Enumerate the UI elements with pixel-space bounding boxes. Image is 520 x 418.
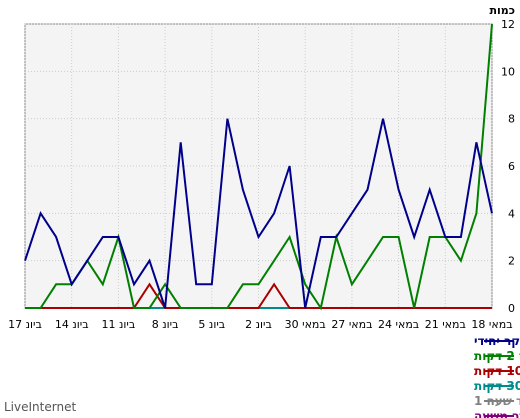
series-line (25, 23, 493, 311)
y-axis-label: כמות (490, 4, 515, 17)
x-tick-label: 5 ביונ (198, 318, 225, 331)
y-tick-label: 0 (508, 302, 515, 315)
grid (24, 23, 493, 308)
x-tick-label: 27 במאי (331, 318, 372, 331)
y-tick-label: 2 (508, 255, 515, 268)
series-lines (24, 23, 493, 311)
y-tick-label: 10 (501, 65, 515, 78)
x-tick-label: 2 ביונ (245, 318, 272, 331)
x-tick-label: 17 ביונ (8, 318, 42, 331)
x-tick-label: 30 במאי (285, 318, 326, 331)
series-line (24, 118, 493, 309)
x-tick-label: 11 ביונ (102, 318, 136, 331)
legend-label: מ 10 עד 30 דקות (474, 379, 520, 393)
legend-label: עד 2 דקות (474, 349, 520, 363)
y-tick-label: 4 (508, 207, 515, 220)
legend-label: סקר יחידי (474, 334, 520, 348)
x-tick-label: 14 ביונ (55, 318, 89, 331)
legend-label: מ 30 דקות עד שעה 1 (474, 394, 520, 408)
legend-label: מ 2 עד 10 דקות (474, 364, 520, 378)
x-tick-label: 24 במאי (378, 318, 419, 331)
legend: סקר יחידיעד 2 דקותמ 2 עד 10 דקותמ 10 עד … (474, 334, 520, 418)
y-tick-label: 8 (508, 113, 515, 126)
x-ticks: 18 במאי 21 במאי 24 במאי 27 במאי 30 במאי 2 ביו… (8, 318, 512, 331)
legend-label: יותר משעה (474, 409, 520, 418)
x-tick-label: 18 במאי (471, 318, 512, 331)
y-ticks: 0 2 4 6 8 10 12 (501, 18, 515, 315)
x-tick-label: 21 במאי (425, 318, 466, 331)
x-tick-label: 8 ביונ (152, 318, 179, 331)
y-tick-label: 6 (508, 160, 515, 173)
brand-label: LiveInternet (4, 400, 76, 414)
y-tick-label: 12 (501, 18, 515, 31)
